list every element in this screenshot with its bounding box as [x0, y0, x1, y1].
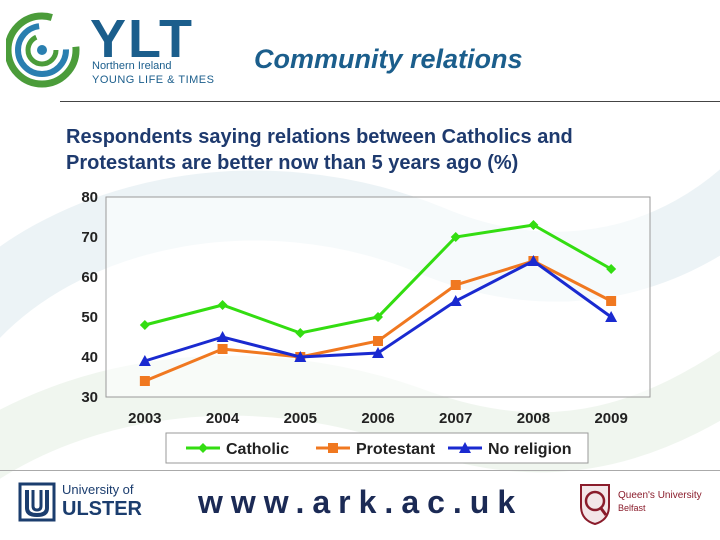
x-tick-label: 2007 — [439, 410, 472, 427]
data-point — [373, 336, 383, 346]
x-tick-label: 2006 — [361, 410, 394, 427]
data-point — [217, 300, 228, 310]
qub-line-1: Queen's University — [618, 490, 702, 501]
data-point — [605, 311, 618, 322]
data-point — [373, 312, 383, 322]
legend-label: Catholic — [226, 441, 289, 458]
ulster-line-1: University of — [62, 482, 134, 497]
data-point — [450, 280, 461, 290]
data-point — [450, 232, 461, 242]
ulster-logo: University of ULSTER — [18, 480, 148, 524]
logo-subtitle-1: Northern Ireland — [92, 60, 172, 72]
x-tick-label: 2004 — [206, 410, 240, 427]
ulster-line-2: ULSTER — [62, 498, 142, 520]
y-tick-label: 60 — [81, 269, 98, 286]
data-point — [528, 220, 539, 230]
legend-marker — [198, 443, 208, 453]
data-point — [606, 296, 617, 306]
website-url[interactable]: www.ark.ac.uk — [198, 484, 524, 520]
data-point — [138, 355, 151, 366]
y-tick-label: 40 — [81, 349, 98, 366]
legend-label: Protestant — [356, 441, 436, 458]
y-tick-label: 30 — [81, 389, 98, 406]
qub-line-2: Belfast — [618, 503, 646, 513]
data-point — [139, 376, 150, 386]
logo-subtitle-2: YOUNG LIFE & TIMES — [92, 74, 215, 86]
ulster-crest-icon — [18, 482, 56, 522]
y-tick-label: 50 — [81, 309, 98, 326]
legend-box — [165, 432, 589, 464]
footer-divider — [0, 470, 720, 471]
qub-crest-icon — [580, 484, 610, 526]
y-tick-label: 80 — [81, 189, 98, 206]
data-point — [449, 295, 462, 306]
data-point — [294, 351, 307, 362]
ylt-swirl-icon — [6, 12, 80, 88]
ylt-logo: YLT Northern Ireland YOUNG LIFE & TIMES — [6, 6, 226, 92]
chart-subtitle: Respondents saying relations between Cat… — [66, 124, 706, 176]
line-chart: 30 40 50 60 70 80 2003 2004 2005 2006 2007 2008 2009… — [81, 189, 651, 464]
data-point — [139, 320, 150, 330]
data-point — [216, 331, 229, 342]
title-divider — [60, 101, 720, 102]
x-tick-label: 2009 — [594, 410, 627, 427]
data-point — [295, 328, 306, 338]
legend-marker — [459, 442, 471, 453]
legend-label: No religion — [488, 441, 572, 458]
plot-area — [105, 196, 651, 398]
x-tick-label: 2005 — [284, 410, 317, 427]
slide-title: Community relations — [254, 44, 523, 74]
data-point — [527, 255, 540, 266]
y-tick-label: 70 — [81, 229, 98, 246]
data-point — [606, 264, 617, 274]
qub-logo: Queen's University Belfast — [578, 482, 718, 528]
subtitle-line-1: Respondents saying relations between Cat… — [66, 126, 573, 148]
data-point — [372, 347, 384, 358]
data-point — [217, 344, 228, 354]
x-tick-label: 2008 — [517, 410, 550, 427]
x-tick-label: 2003 — [128, 410, 161, 427]
subtitle-line-2: Protestants are better now than 5 years … — [66, 152, 519, 174]
logo-title: YLT — [90, 9, 194, 69]
legend-marker — [328, 443, 338, 453]
